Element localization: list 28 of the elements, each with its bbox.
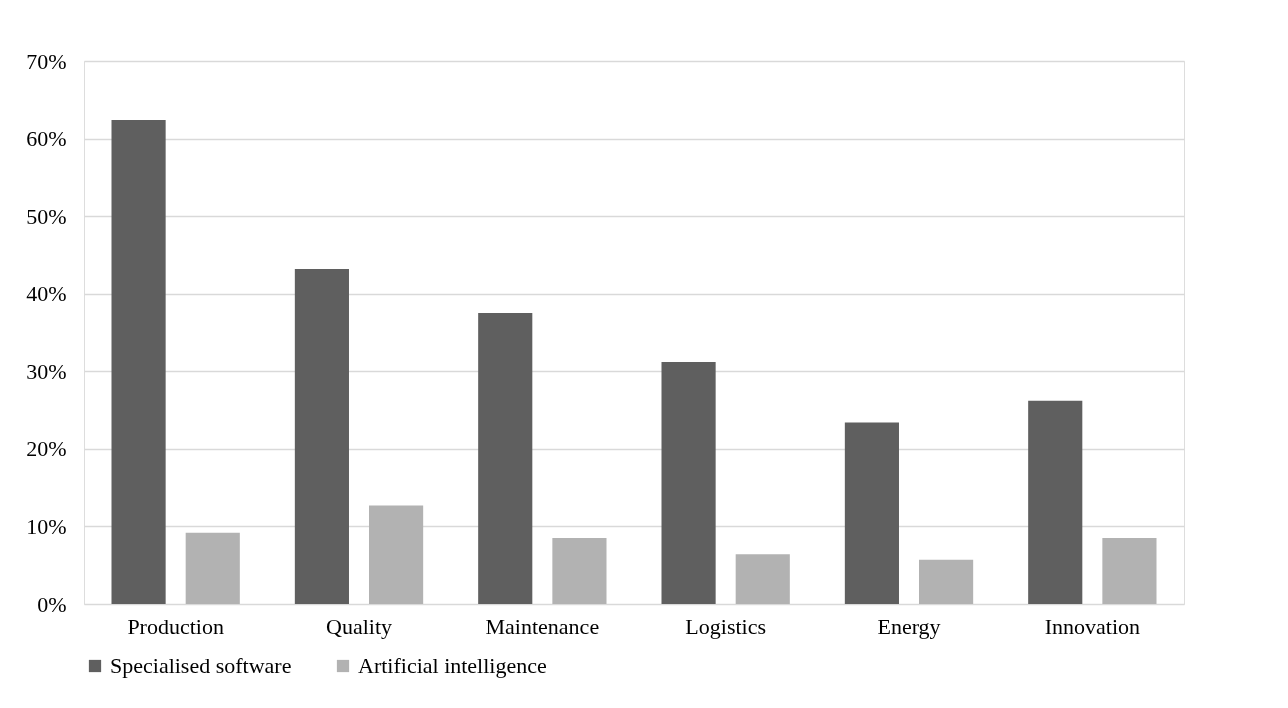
bar — [1028, 400, 1083, 604]
bar — [369, 505, 424, 604]
x-tick-label: Production — [127, 613, 224, 639]
bar — [844, 422, 899, 604]
bar — [661, 361, 716, 604]
bar — [111, 119, 166, 604]
x-tick-label: Quality — [326, 613, 392, 639]
y-tick-label: 20% — [26, 436, 67, 462]
x-tick-label: Energy — [877, 613, 941, 639]
y-tick-label: 50% — [26, 203, 67, 229]
bar — [478, 313, 533, 604]
bar — [1102, 538, 1157, 604]
bar — [552, 538, 607, 604]
bar — [294, 268, 349, 604]
x-tick-label: Logistics — [685, 613, 766, 639]
y-tick-label: 70% — [26, 48, 67, 74]
bar — [185, 532, 240, 604]
y-tick-label: 30% — [26, 358, 67, 384]
x-tick-label: Maintenance — [485, 613, 600, 639]
legend-label: Artificial intelligence — [358, 653, 547, 678]
y-tick-label: 60% — [26, 126, 67, 152]
bar — [919, 559, 974, 604]
legend-label: Specialised software — [110, 653, 292, 678]
bar — [735, 554, 790, 604]
y-tick-label: 0% — [37, 591, 67, 617]
y-tick-label: 40% — [26, 281, 67, 307]
x-tick-label: Innovation — [1044, 613, 1140, 639]
y-tick-label: 10% — [26, 513, 67, 539]
